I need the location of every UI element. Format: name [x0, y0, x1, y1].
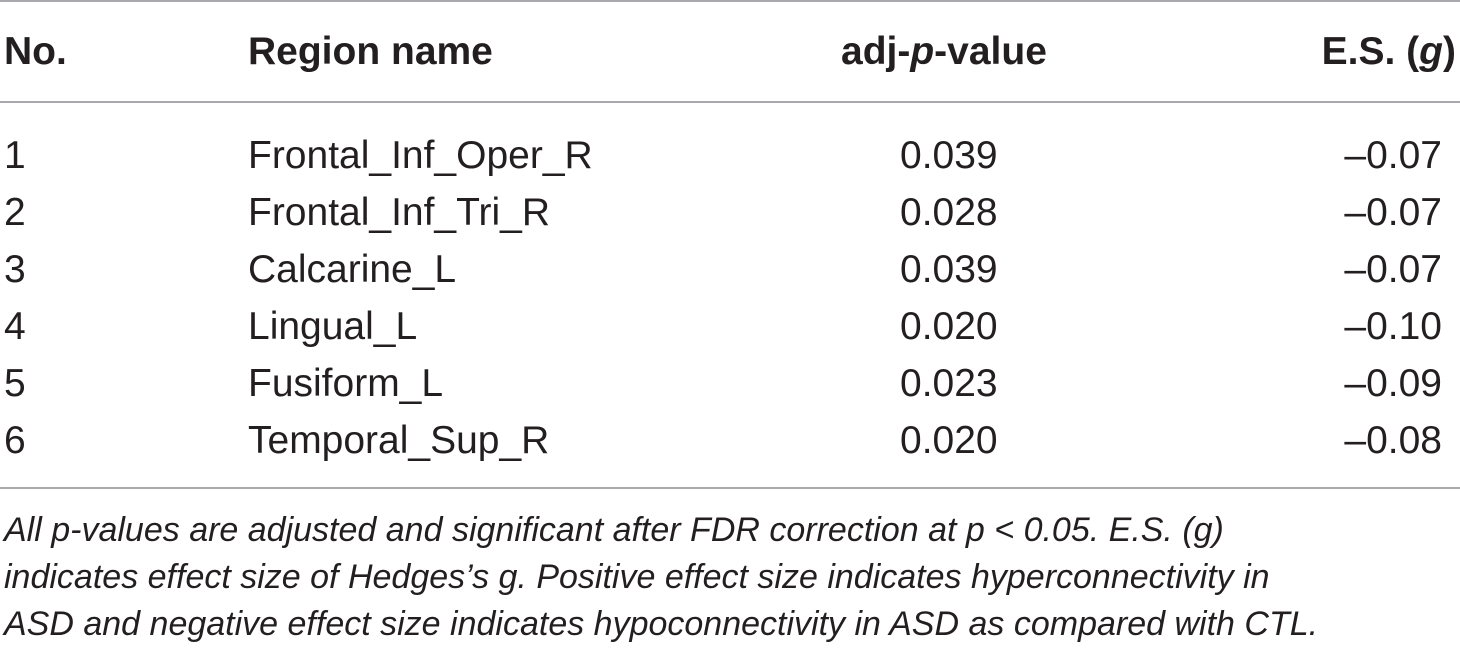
footnote-line: All p-values are adjusted and significan…: [4, 511, 1224, 549]
row-effect-size: –0.10: [1344, 305, 1442, 348]
table-footnote: All p-values are adjusted and significan…: [4, 507, 1456, 648]
row-adj-p-value: 0.028: [900, 191, 998, 234]
row-adj-p-value: 0.020: [900, 305, 998, 348]
row-no: 6: [4, 419, 26, 462]
row-effect-size: –0.08: [1344, 419, 1442, 462]
row-adj-p-value: 0.023: [900, 362, 998, 405]
header-adj-p-suffix: -value: [934, 30, 1047, 73]
header-es-suffix: ): [1443, 30, 1456, 73]
row-adj-p-value: 0.039: [900, 134, 998, 177]
row-no: 2: [4, 191, 26, 234]
row-adj-p-value: 0.020: [900, 419, 998, 462]
row-no: 5: [4, 362, 26, 405]
row-region: Frontal_Inf_Oper_R: [248, 134, 593, 177]
footnote-line: indicates effect size of Hedges’s g. Pos…: [4, 558, 1270, 596]
row-region: Lingual_L: [248, 305, 418, 348]
row-effect-size: –0.07: [1344, 134, 1442, 177]
row-no: 4: [4, 305, 26, 348]
row-effect-size: –0.07: [1344, 248, 1442, 291]
header-es-prefix: E.S. (: [1321, 30, 1420, 73]
row-no: 1: [4, 134, 26, 177]
header-adj-p-prefix: adj-: [841, 30, 911, 73]
table-bottom-rule: [0, 487, 1460, 489]
row-effect-size: –0.09: [1344, 362, 1442, 405]
header-adj-p-italic: p: [910, 30, 935, 73]
header-adj-p-value: adj-p-value: [841, 30, 1047, 74]
row-region: Calcarine_L: [248, 248, 457, 291]
row-adj-p-value: 0.039: [900, 248, 998, 291]
header-effect-size: E.S. (g): [1322, 30, 1456, 74]
header-es-italic: g: [1419, 30, 1443, 73]
row-region: Frontal_Inf_Tri_R: [248, 191, 551, 234]
row-region: Fusiform_L: [248, 362, 444, 405]
row-no: 3: [4, 248, 26, 291]
footnote-line: ASD and negative effect size indicates h…: [4, 605, 1319, 643]
header-region-name: Region name: [248, 30, 493, 73]
table-header-rule: [0, 101, 1460, 103]
row-effect-size: –0.07: [1344, 191, 1442, 234]
table-top-rule: [0, 0, 1460, 2]
header-no: No.: [4, 30, 67, 73]
row-region: Temporal_Sup_R: [248, 419, 550, 462]
